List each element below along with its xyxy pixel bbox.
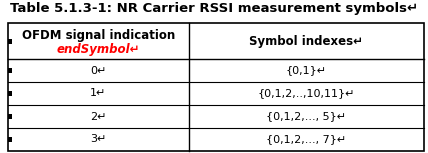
Bar bbox=[8, 39, 12, 43]
Bar bbox=[8, 137, 12, 142]
Text: {0,1,2,..., 5}↵: {0,1,2,..., 5}↵ bbox=[266, 112, 347, 121]
Text: {0,1}↵: {0,1}↵ bbox=[286, 65, 327, 75]
Bar bbox=[8, 114, 12, 119]
Text: OFDM signal indication: OFDM signal indication bbox=[22, 30, 175, 43]
Text: endSymbol↵: endSymbol↵ bbox=[57, 43, 140, 56]
Text: {0,1,2,..,10,11}↵: {0,1,2,..,10,11}↵ bbox=[258, 88, 355, 99]
Text: 3↵: 3↵ bbox=[90, 134, 107, 144]
Text: 0↵: 0↵ bbox=[90, 65, 107, 75]
Text: 1↵: 1↵ bbox=[90, 88, 107, 99]
Text: {0,1,2,..., 7}↵: {0,1,2,..., 7}↵ bbox=[266, 134, 347, 144]
Text: 2↵: 2↵ bbox=[90, 112, 107, 121]
Bar bbox=[8, 23, 424, 151]
Bar bbox=[8, 91, 12, 96]
Text: Symbol indexes↵: Symbol indexes↵ bbox=[250, 34, 363, 47]
Text: Table 5.1.3-1: NR Carrier RSSI measurement symbols↵: Table 5.1.3-1: NR Carrier RSSI measureme… bbox=[10, 2, 418, 15]
Bar bbox=[8, 68, 12, 73]
